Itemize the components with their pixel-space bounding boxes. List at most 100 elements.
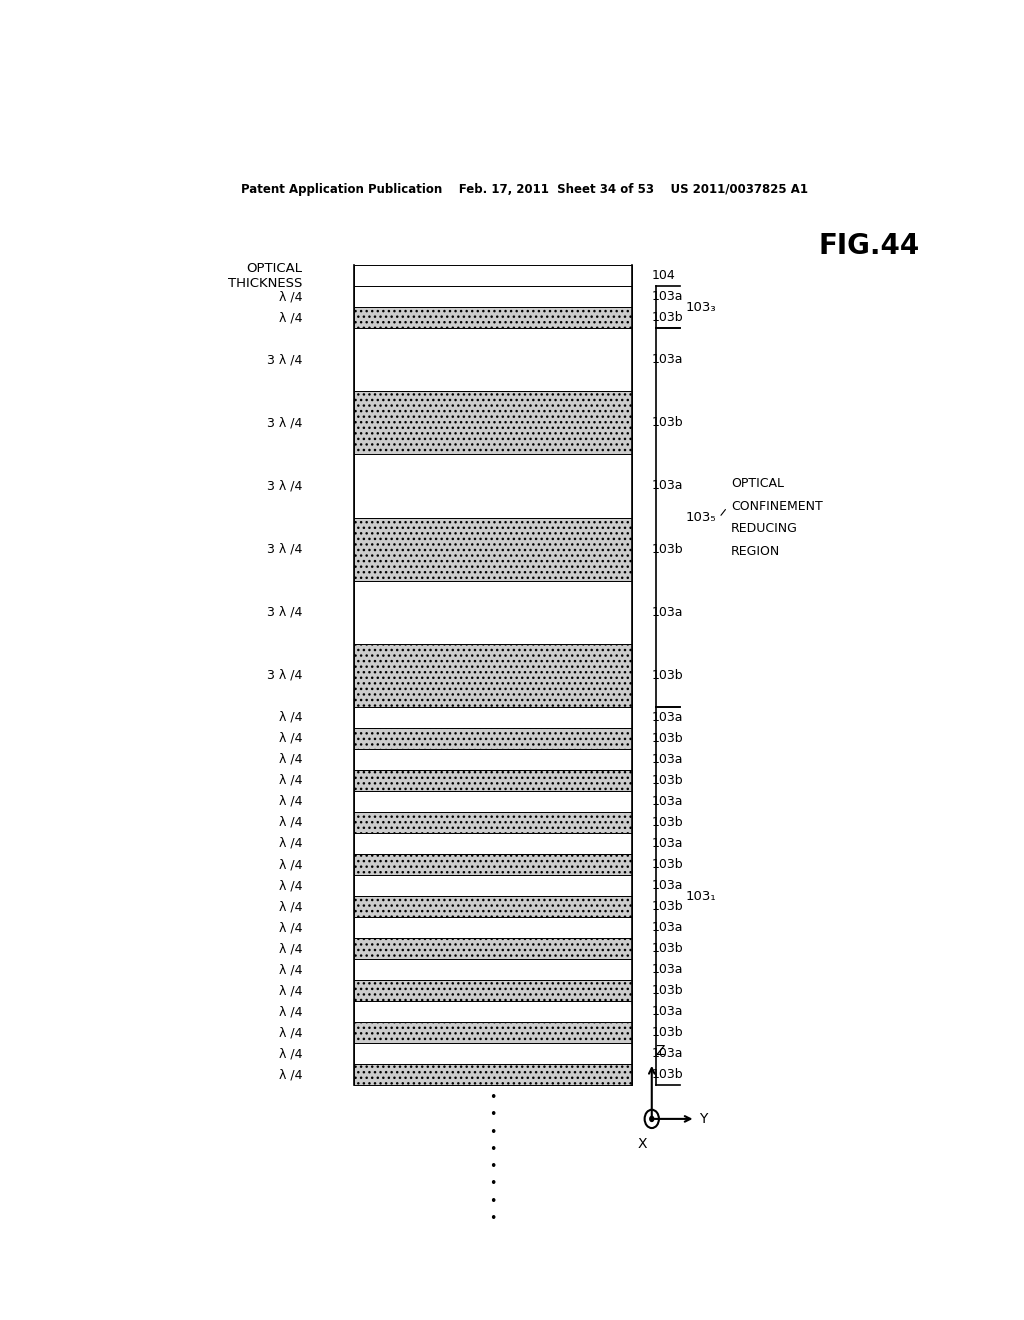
Text: λ /4: λ /4	[280, 774, 303, 787]
Text: 103b: 103b	[652, 942, 683, 956]
Bar	[354, 960, 632, 981]
Text: 3 λ /4: 3 λ /4	[267, 416, 303, 429]
Text: 3 λ /4: 3 λ /4	[267, 479, 303, 492]
Text: •: •	[489, 1177, 497, 1191]
Text: 103b: 103b	[652, 900, 683, 913]
Text: •: •	[489, 1212, 497, 1225]
Text: 103a: 103a	[652, 290, 683, 304]
Text: λ /4: λ /4	[280, 1068, 303, 1081]
Bar	[354, 454, 632, 517]
Bar	[354, 939, 632, 960]
Text: •: •	[489, 1109, 497, 1121]
Bar	[354, 833, 632, 854]
Text: OPTICAL
THICKNESS: OPTICAL THICKNESS	[228, 263, 303, 290]
Text: λ /4: λ /4	[280, 312, 303, 325]
Bar	[354, 812, 632, 833]
Text: λ /4: λ /4	[280, 942, 303, 956]
Text: 103a: 103a	[652, 752, 683, 766]
Bar	[354, 286, 632, 308]
Bar	[354, 265, 632, 286]
Bar	[354, 1022, 632, 1043]
Text: λ /4: λ /4	[280, 837, 303, 850]
Text: REDUCING: REDUCING	[731, 523, 798, 535]
Text: λ /4: λ /4	[280, 731, 303, 744]
Text: 103a: 103a	[652, 837, 683, 850]
Text: 103a: 103a	[652, 1006, 683, 1018]
Text: λ /4: λ /4	[280, 921, 303, 935]
Text: λ /4: λ /4	[280, 1026, 303, 1039]
Bar	[354, 391, 632, 454]
Text: 3 λ /4: 3 λ /4	[267, 669, 303, 681]
Text: Z: Z	[655, 1044, 666, 1057]
Bar	[354, 1043, 632, 1064]
Text: 103b: 103b	[652, 1068, 683, 1081]
Text: 103a: 103a	[652, 879, 683, 892]
Bar	[354, 875, 632, 896]
Bar	[354, 329, 632, 391]
Text: CONFINEMENT: CONFINEMENT	[731, 500, 823, 513]
Text: 103a: 103a	[652, 795, 683, 808]
Text: FIG.44: FIG.44	[818, 231, 920, 260]
Text: X: X	[638, 1138, 647, 1151]
Text: •: •	[489, 1195, 497, 1208]
Text: 103₅: 103₅	[686, 511, 717, 524]
Text: λ /4: λ /4	[280, 985, 303, 997]
Text: λ /4: λ /4	[280, 964, 303, 977]
Bar	[354, 308, 632, 329]
Text: •: •	[489, 1160, 497, 1173]
Text: 103b: 103b	[652, 543, 683, 556]
Text: λ /4: λ /4	[280, 1006, 303, 1018]
Text: 103b: 103b	[652, 816, 683, 829]
Text: 103a: 103a	[652, 479, 683, 492]
Text: λ /4: λ /4	[280, 900, 303, 913]
Bar	[354, 644, 632, 706]
Bar	[354, 981, 632, 1002]
Text: 103b: 103b	[652, 1026, 683, 1039]
Text: 104: 104	[652, 269, 676, 282]
Text: 103b: 103b	[652, 774, 683, 787]
Bar	[354, 727, 632, 748]
Text: 103a: 103a	[652, 964, 683, 977]
Bar	[354, 706, 632, 727]
Bar	[354, 854, 632, 875]
Text: 103b: 103b	[652, 985, 683, 997]
Text: λ /4: λ /4	[280, 879, 303, 892]
Bar	[354, 896, 632, 917]
Text: λ /4: λ /4	[280, 795, 303, 808]
Bar	[354, 917, 632, 939]
Text: λ /4: λ /4	[280, 752, 303, 766]
Text: 3 λ /4: 3 λ /4	[267, 606, 303, 619]
Text: 3 λ /4: 3 λ /4	[267, 543, 303, 556]
Text: 103b: 103b	[652, 312, 683, 325]
Text: •: •	[489, 1143, 497, 1156]
Text: 103a: 103a	[652, 606, 683, 619]
Text: 103₁: 103₁	[686, 890, 717, 903]
Bar	[354, 748, 632, 770]
Text: λ /4: λ /4	[280, 816, 303, 829]
Text: 103b: 103b	[652, 669, 683, 681]
Text: λ /4: λ /4	[280, 710, 303, 723]
Text: 103a: 103a	[652, 354, 683, 366]
Circle shape	[650, 1117, 653, 1122]
Bar	[354, 581, 632, 644]
Text: 103b: 103b	[652, 731, 683, 744]
Text: 103b: 103b	[652, 858, 683, 871]
Bar	[354, 1064, 632, 1085]
Text: •: •	[489, 1092, 497, 1104]
Text: Patent Application Publication    Feb. 17, 2011  Sheet 34 of 53    US 2011/00378: Patent Application Publication Feb. 17, …	[242, 182, 808, 195]
Text: 103₃: 103₃	[686, 301, 717, 314]
Bar	[354, 770, 632, 791]
Text: OPTICAL: OPTICAL	[731, 478, 784, 491]
Bar	[354, 1002, 632, 1022]
Text: λ /4: λ /4	[280, 290, 303, 304]
Bar	[354, 791, 632, 812]
Text: λ /4: λ /4	[280, 1047, 303, 1060]
Text: •: •	[489, 1126, 497, 1139]
Text: Y: Y	[699, 1111, 708, 1126]
Text: 3 λ /4: 3 λ /4	[267, 354, 303, 366]
Text: 103a: 103a	[652, 1047, 683, 1060]
Text: REGION: REGION	[731, 545, 780, 557]
Text: 103a: 103a	[652, 710, 683, 723]
Text: 103b: 103b	[652, 416, 683, 429]
Bar	[354, 517, 632, 581]
